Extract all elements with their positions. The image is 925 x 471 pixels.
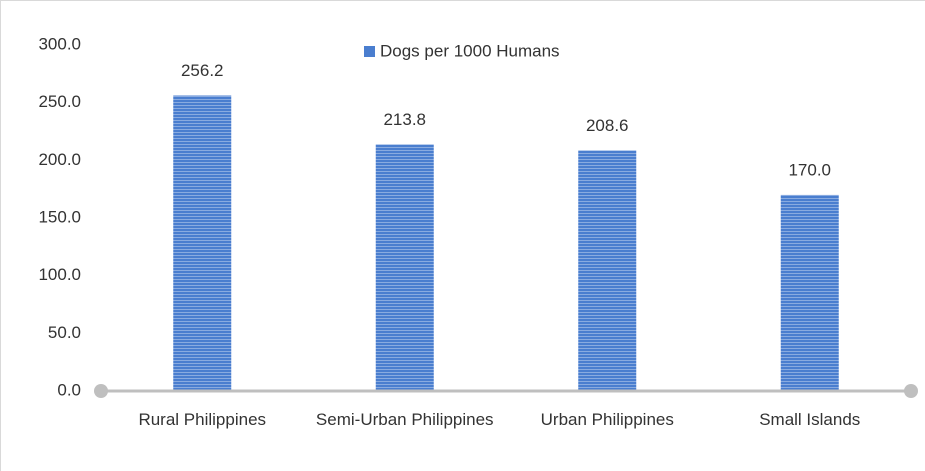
y-tick-label: 150.0 <box>38 207 81 226</box>
y-tick-label: 200.0 <box>38 150 81 169</box>
y-tick-label: 50.0 <box>48 323 81 342</box>
axis-end <box>904 384 918 398</box>
data-label: 208.6 <box>586 116 629 135</box>
data-label: 170.0 <box>788 160 831 179</box>
y-tick-label: 250.0 <box>38 92 81 111</box>
bar <box>375 144 434 391</box>
legend-label: Dogs per 1000 Humans <box>380 41 560 60</box>
bar <box>578 150 637 391</box>
x-tick-label: Small Islands <box>759 410 861 429</box>
y-tick-label: 300.0 <box>38 34 81 53</box>
x-tick-label: Semi-Urban Philippines <box>315 410 494 429</box>
legend-swatch <box>364 46 375 57</box>
axis-end <box>94 384 108 398</box>
x-tick-label: Rural Philippines <box>138 410 267 429</box>
data-label: 213.8 <box>383 110 426 129</box>
bar <box>780 194 839 391</box>
y-tick-label: 0.0 <box>57 380 81 399</box>
bar <box>173 95 232 392</box>
y-tick-label: 100.0 <box>38 265 81 284</box>
x-tick-label: Urban Philippines <box>540 410 674 429</box>
data-label: 256.2 <box>181 61 224 80</box>
